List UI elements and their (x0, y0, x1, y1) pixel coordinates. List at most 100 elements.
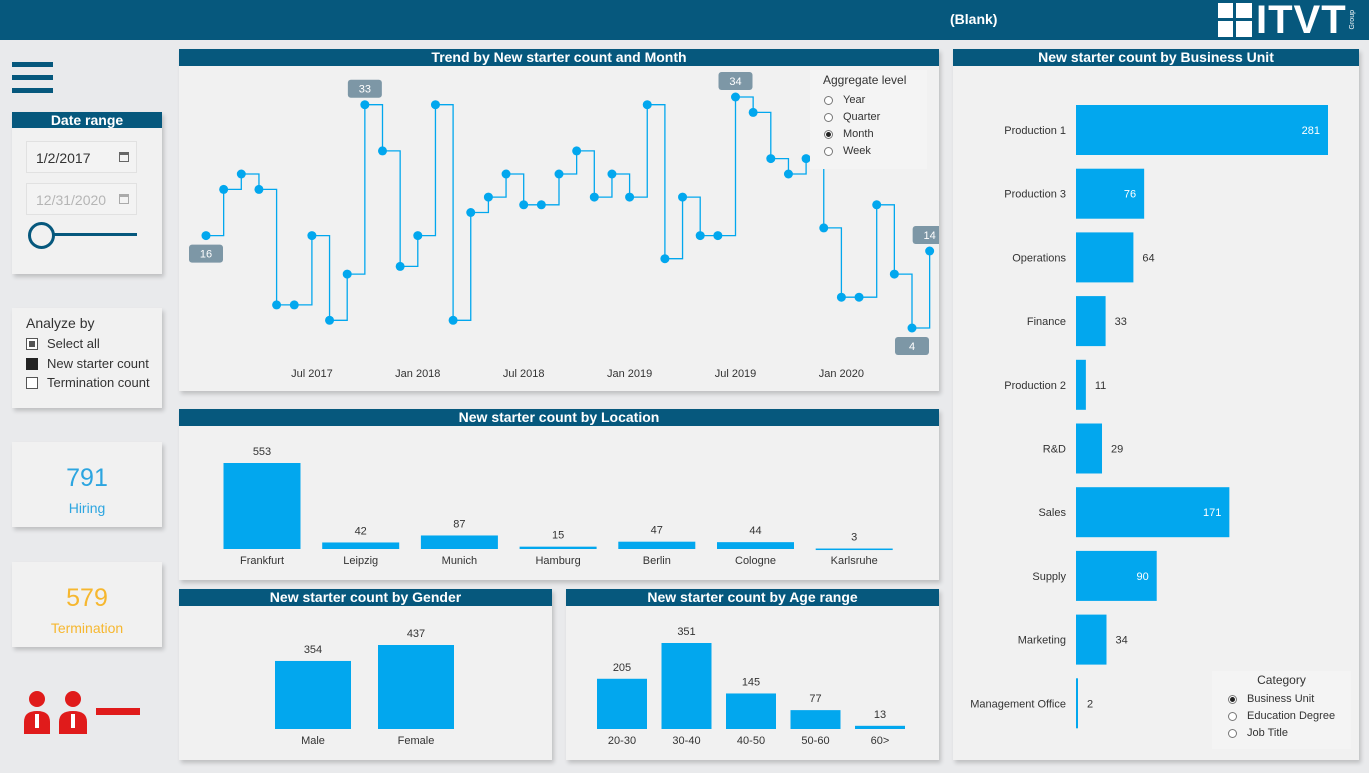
trend-point (749, 108, 758, 117)
location-bar (224, 463, 301, 549)
trend-point (555, 170, 564, 179)
business-unit-bar (1076, 424, 1102, 474)
trend-point (484, 193, 493, 202)
business-unit-bar (1076, 296, 1106, 346)
kpi-hiring-value: 791 (12, 464, 162, 493)
aggregate-option-week[interactable]: Week (824, 145, 871, 157)
date-slider-handle[interactable] (28, 222, 55, 249)
business-unit-category-label: R&D (1043, 444, 1066, 456)
trend-point (819, 223, 828, 232)
location-value-label: 47 (651, 525, 663, 537)
option-label: Select all (47, 336, 100, 351)
location-value-label: 15 (552, 530, 564, 542)
age-category-label: 20-30 (608, 735, 636, 747)
location-value-label: 3 (851, 532, 857, 544)
trend-point (413, 231, 422, 240)
radio-year[interactable] (824, 96, 833, 105)
location-chart: 553 Frankfurt 42 Leipzig 87 Munich 15 Hamburg 47… (179, 409, 939, 580)
option-label: Year (843, 94, 865, 106)
location-value-label: 44 (749, 525, 761, 537)
slicer-value[interactable]: (Blank) (950, 11, 997, 27)
start-date-input[interactable]: 1/2/2017 (26, 141, 137, 173)
trend-point (837, 293, 846, 302)
business-unit-category-label: Sales (1038, 507, 1066, 519)
trend-x-tick: Jul 2017 (291, 368, 333, 380)
category-option-job-title[interactable]: Job Title (1228, 727, 1288, 739)
trend-point (466, 208, 475, 217)
trend-point (660, 254, 669, 263)
option-termination-count[interactable]: Termination count (26, 375, 150, 390)
option-label: Month (843, 128, 874, 140)
trend-point-label: 34 (729, 76, 741, 88)
gender-category-label: Male (301, 735, 325, 747)
category-option-business-unit[interactable]: Business Unit (1228, 693, 1314, 705)
business-unit-category-label: Management Office (970, 698, 1066, 710)
radio-quarter[interactable] (824, 113, 833, 122)
trend-x-tick: Jul 2018 (503, 368, 545, 380)
radio-job-title[interactable] (1228, 729, 1237, 738)
business-unit-value-label: 64 (1142, 252, 1154, 264)
checkbox-select-all[interactable] (26, 338, 38, 350)
aggregate-option-quarter[interactable]: Quarter (824, 111, 880, 123)
calendar-icon[interactable] (119, 194, 129, 204)
kpi-termination-label: Termination (12, 620, 162, 636)
trend-point (872, 200, 881, 209)
radio-week[interactable] (824, 147, 833, 156)
trend-point (590, 193, 599, 202)
business-unit-category-label: Operations (1012, 252, 1066, 264)
checkbox-termination-count[interactable] (26, 377, 38, 389)
business-unit-category-label: Production 2 (1004, 380, 1066, 392)
gender-value-label: 354 (304, 644, 322, 656)
trend-x-tick: Jan 2019 (607, 368, 652, 380)
radio-month[interactable] (824, 130, 833, 139)
option-select-all[interactable]: Select all (26, 336, 100, 351)
trend-point (307, 231, 316, 240)
category-option-education-degree[interactable]: Education Degree (1228, 710, 1335, 722)
kpi-termination-card: 579 Termination (12, 562, 162, 647)
trend-point (502, 170, 511, 179)
location-value-label: 87 (453, 518, 465, 530)
trend-point (378, 146, 387, 155)
business-unit-value-label: 11 (1095, 380, 1106, 392)
checkbox-new-starter-count[interactable] (26, 358, 38, 370)
category-title: Category (1212, 673, 1351, 687)
option-label: New starter count (47, 356, 149, 371)
people-remove-icon (22, 688, 142, 736)
location-category-label: Leipzig (343, 555, 378, 567)
age-value-label: 145 (742, 676, 760, 688)
trend-point (254, 185, 263, 194)
calendar-icon[interactable] (119, 152, 129, 162)
trend-x-tick: Jan 2018 (395, 368, 440, 380)
location-bar (322, 542, 399, 549)
location-bar (421, 535, 498, 549)
logo-text: ITVT (1256, 2, 1347, 38)
aggregate-option-month[interactable]: Month (824, 128, 874, 140)
option-new-starter-count[interactable]: New starter count (26, 356, 149, 371)
radio-business-unit[interactable] (1228, 695, 1237, 704)
age-value-label: 205 (613, 662, 631, 674)
radio-education-degree[interactable] (1228, 712, 1237, 721)
trend-point (325, 316, 334, 325)
business-unit-category-label: Production 3 (1004, 189, 1066, 201)
business-unit-bar (1076, 232, 1133, 282)
business-unit-value-label: 171 (1203, 507, 1221, 519)
trend-point (537, 200, 546, 209)
trend-point (449, 316, 458, 325)
gender-chart-panel: New starter count by Gender 354 Male 437 Fe… (179, 589, 552, 760)
age-category-label: 50-60 (801, 735, 829, 747)
age-bar (726, 693, 776, 729)
trend-point-label: 16 (200, 249, 212, 261)
end-date-value: 12/31/2020 (36, 192, 106, 208)
end-date-input[interactable]: 12/31/2020 (26, 183, 137, 215)
menu-icon[interactable] (12, 62, 53, 98)
trend-point (519, 200, 528, 209)
business-unit-value-label: 281 (1302, 125, 1320, 137)
date-slider-track[interactable] (44, 233, 137, 236)
top-bar: (Blank) ITVT Group (0, 0, 1369, 40)
location-category-label: Berlin (643, 555, 671, 567)
age-chart-panel: New starter count by Age range 205 20-30 3… (566, 589, 939, 760)
option-label: Quarter (843, 111, 880, 123)
business-unit-value-label: 29 (1111, 444, 1123, 456)
business-unit-category-label: Production 1 (1004, 125, 1066, 137)
aggregate-option-year[interactable]: Year (824, 94, 865, 106)
